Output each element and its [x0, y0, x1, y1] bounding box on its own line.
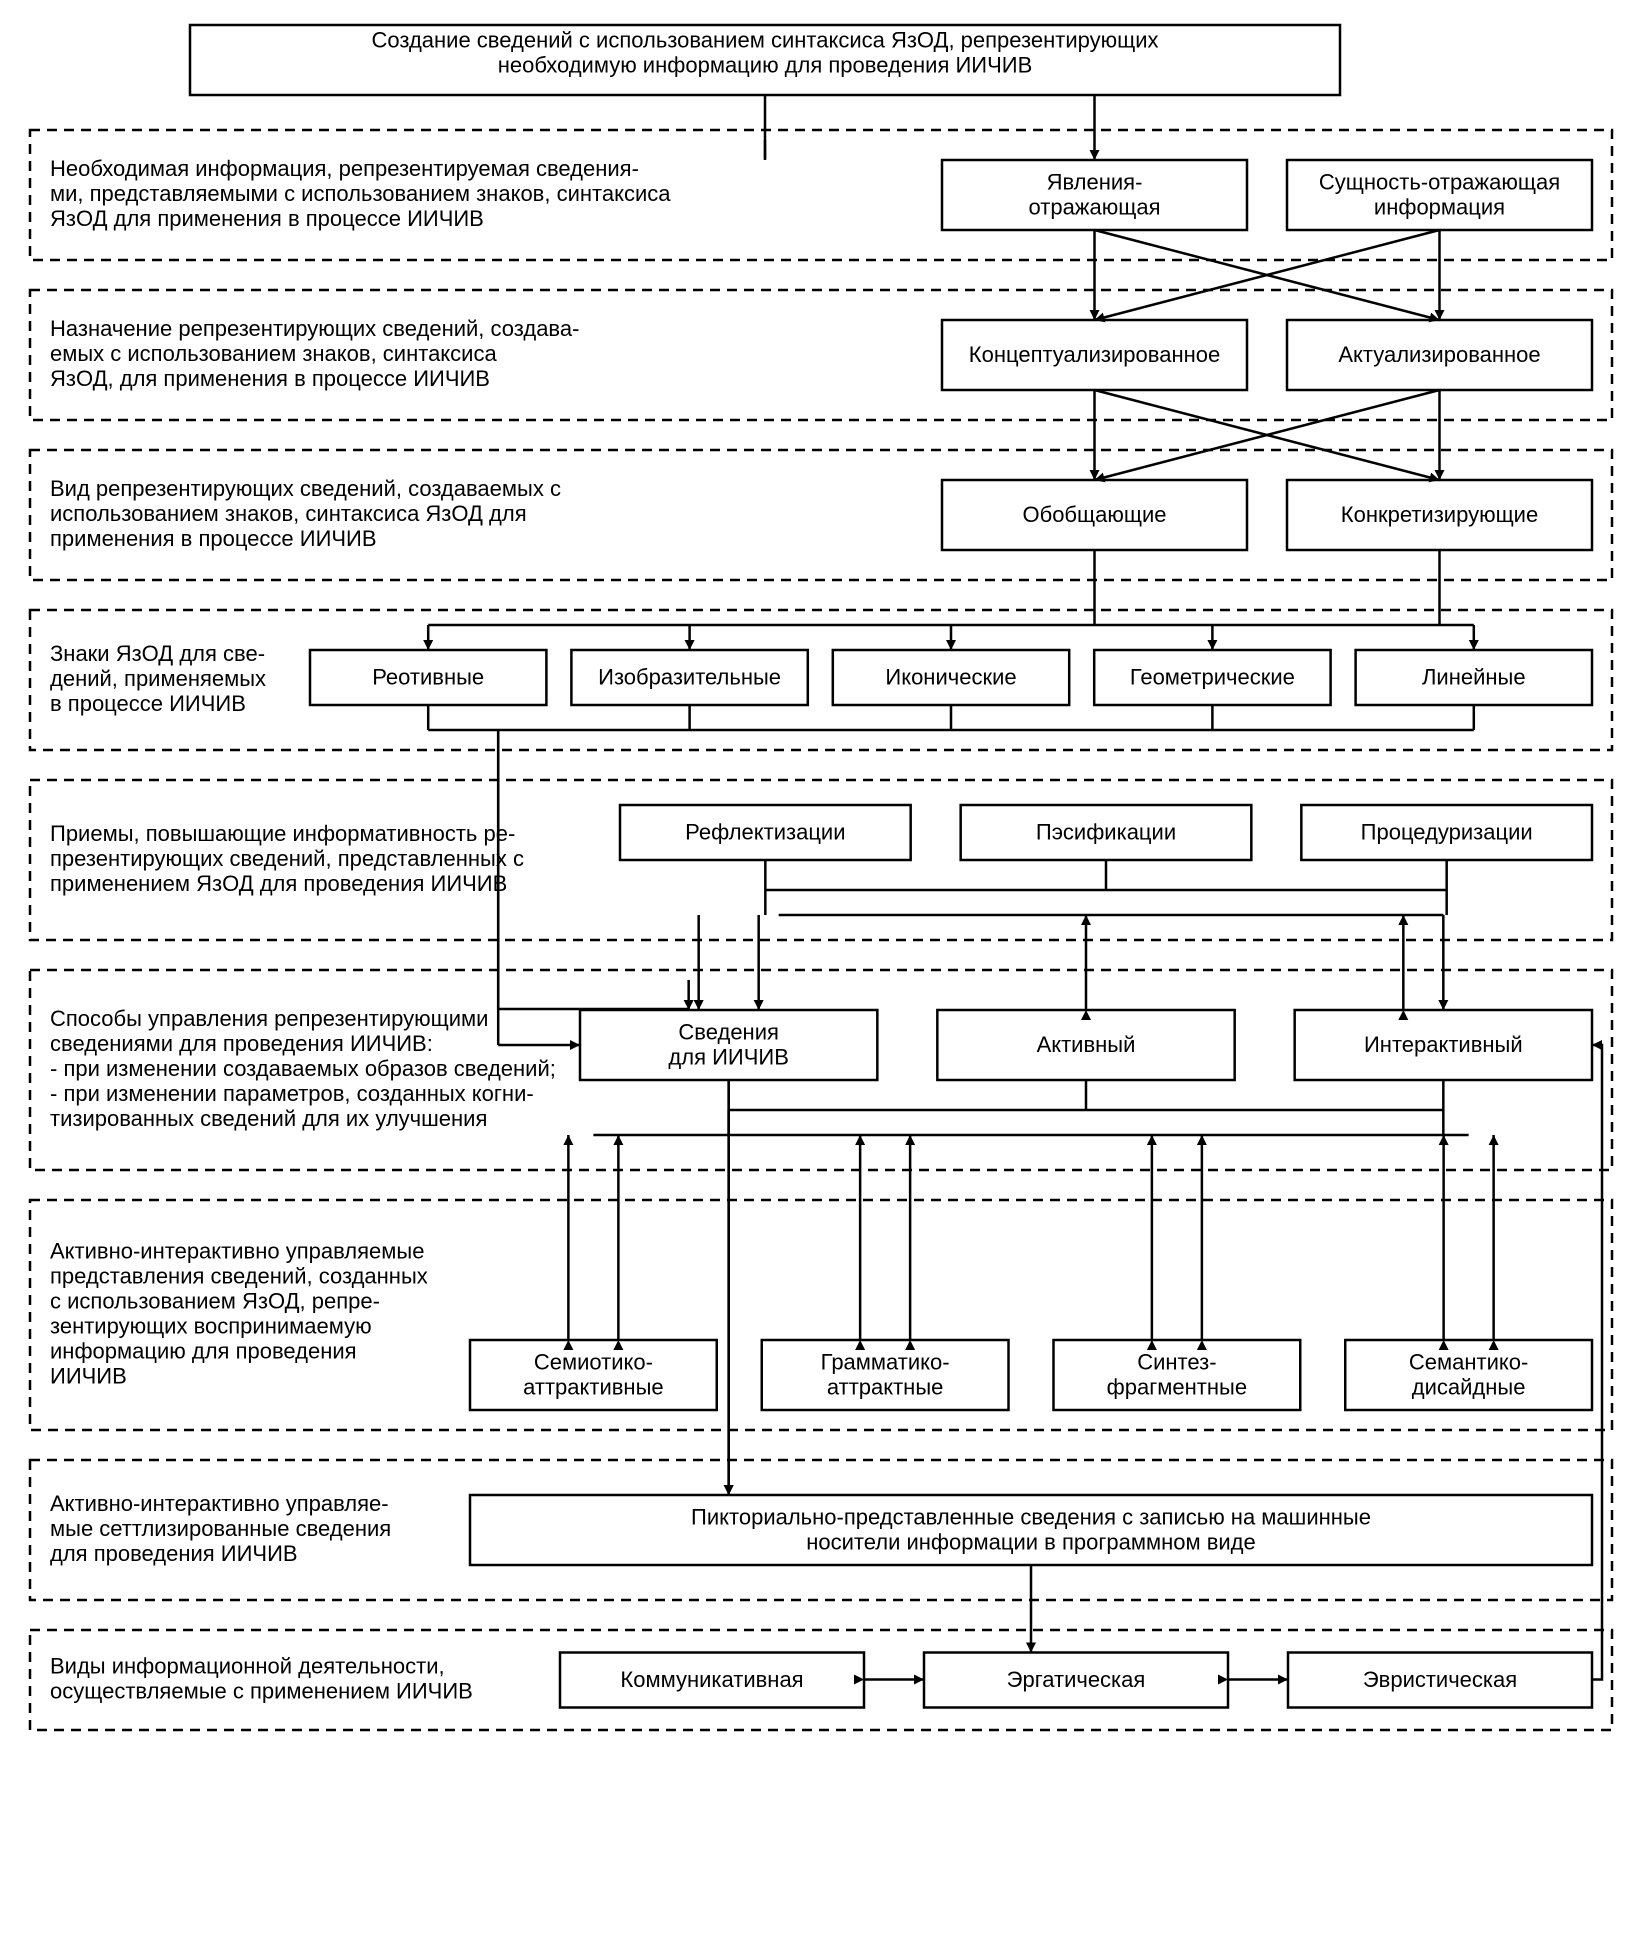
row-2-desc: использованием знаков, синтаксиса ЯзОД д… [50, 501, 527, 526]
row-8-desc: осуществляемые с применением ИИЧИВ [50, 1679, 473, 1704]
row-1-desc: Назначение репрезентирующих сведений, со… [50, 316, 579, 341]
row-2-desc: Вид репрезентирующих сведений, создаваем… [50, 476, 561, 501]
r3b4-t: Линейные [1422, 665, 1526, 690]
row-3-desc: Знаки ЯзОД для све- [50, 641, 265, 666]
row-6-desc: Активно-интерактивно управляемые [50, 1239, 424, 1264]
r0b1-t: Сущность-отражающая [1319, 170, 1560, 195]
r3b2-t: Иконические [885, 665, 1016, 690]
title: Создание сведений с использованием синта… [371, 28, 1158, 53]
r1b0-t: Концептуализированное [969, 342, 1220, 367]
r3b3-t: Геометрические [1130, 665, 1295, 690]
r3b0-t: Реотивные [372, 665, 484, 690]
r1b1-t: Актуализированное [1338, 342, 1540, 367]
r5b1-t: Активный [1037, 1032, 1136, 1057]
row-3-desc: дений, применяемых [50, 666, 266, 691]
r6b3-t: Семантико- [1409, 1350, 1528, 1375]
r5b2-t: Интерактивный [1364, 1032, 1523, 1057]
r3b1-t: Изобразительные [598, 665, 781, 690]
r4b2-t: Процедуризации [1361, 820, 1533, 845]
row-7-desc: Активно-интерактивно управляе- [50, 1491, 389, 1516]
r6b3-t: дисайдные [1412, 1375, 1526, 1400]
r6b1-t: Грамматико- [821, 1350, 950, 1375]
r4b0-t: Рефлектизации [685, 820, 845, 845]
row-6-desc: с использованием ЯзОД, репре- [50, 1289, 380, 1314]
row-0-desc: Необходимая информация, репрезентируемая… [50, 156, 639, 181]
r6b1-t: аттрактные [827, 1375, 944, 1400]
row-5-desc: Способы управления репрезентирующими [50, 1006, 488, 1031]
row-5-desc: - при изменении создаваемых образов свед… [50, 1056, 556, 1081]
row-0-desc: ЯзОД для применения в процессе ИИЧИВ [50, 206, 484, 231]
r2b1-t: Конкретизирующие [1341, 502, 1538, 527]
r6b0-t: Семиотико- [534, 1350, 653, 1375]
r4b1-t: Пэсификации [1036, 820, 1176, 845]
row-5-desc: сведениями для проведения ИИЧИВ: [50, 1031, 433, 1056]
row-5-desc: тизированных сведений для их улучшения [50, 1106, 487, 1131]
row-6-desc: зентирующих воспринимаемую [50, 1314, 372, 1339]
row-3-desc: в процессе ИИЧИВ [50, 691, 246, 716]
row-2-desc: применения в процессе ИИЧИВ [50, 526, 377, 551]
row-4-desc: презентирующих сведений, представленных … [50, 846, 524, 871]
r5b0-t: для ИИЧИВ [668, 1045, 788, 1070]
row-0-desc: ми, представляемыми с использованием зна… [50, 181, 671, 206]
r6b2-t: фрагментные [1107, 1375, 1247, 1400]
row-7-desc: мые сеттлизированные сведения [50, 1516, 391, 1541]
r8b0-t: Коммуникативная [620, 1667, 803, 1692]
row-4-desc: Приемы, повышающие информативность ре- [50, 821, 515, 846]
r7b0-t: носители информации в программном виде [806, 1530, 1256, 1555]
r7b0-t: Пикториально-представленные сведения с з… [691, 1505, 1371, 1530]
row-7-desc: для проведения ИИЧИВ [50, 1541, 298, 1566]
row-5-desc: - при изменении параметров, созданных ко… [50, 1081, 534, 1106]
row-6-desc: представления сведений, созданных [50, 1264, 428, 1289]
r8b1-t: Эргатическая [1007, 1667, 1146, 1692]
r6b2-t: Синтез- [1137, 1350, 1216, 1375]
title: необходимую информацию для проведения ИИ… [498, 53, 1033, 78]
r8b2-t: Эвристическая [1363, 1667, 1517, 1692]
r0b0-t: Явления- [1047, 170, 1143, 195]
row-1-desc: емых с использованием знаков, синтаксиса [50, 341, 497, 366]
r5b0-t: Сведения [678, 1020, 779, 1045]
row-6-desc: ИИЧИВ [50, 1364, 127, 1389]
row-1-desc: ЯзОД, для применения в процессе ИИЧИВ [50, 366, 490, 391]
row-6-desc: информацию для проведения [50, 1339, 357, 1364]
r2b0-t: Обобщающие [1022, 502, 1166, 527]
r6b0-t: аттрактивные [523, 1375, 664, 1400]
row-8-desc: Виды информационной деятельности, [50, 1654, 445, 1679]
r0b1-t: информация [1374, 195, 1505, 220]
r0b0-t: отражающая [1029, 195, 1161, 220]
row-4-desc: применением ЯзОД для проведения ИИЧИВ [50, 871, 507, 896]
